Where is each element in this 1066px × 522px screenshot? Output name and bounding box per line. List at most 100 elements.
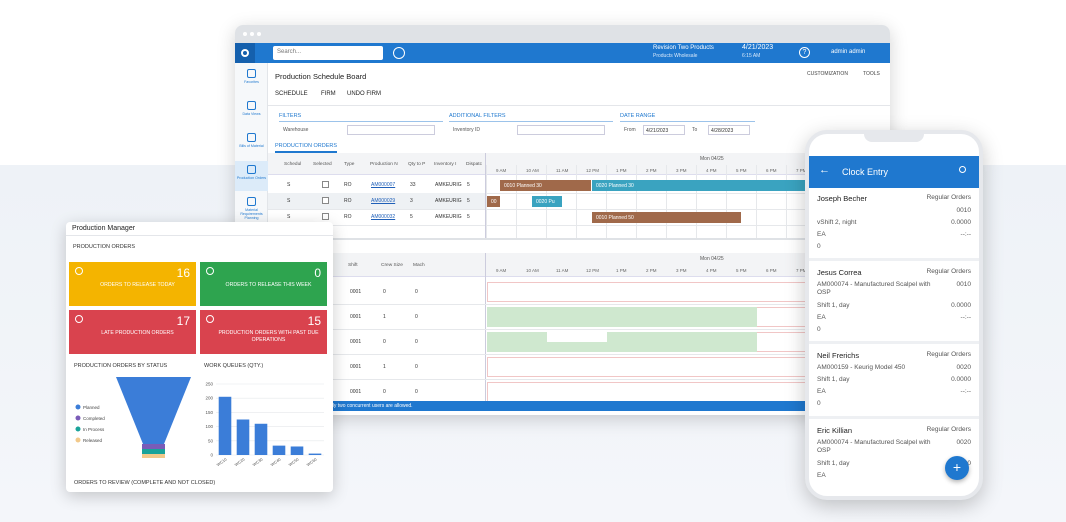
hour-label: 3 PM — [676, 168, 687, 173]
legend-swatch — [75, 437, 81, 443]
toolbar-button[interactable]: UNDO FIRM — [347, 91, 381, 97]
clock-entry[interactable]: Neil Frerichs Regular Orders AM000159 - Ke… — [809, 351, 979, 421]
kpi-tile[interactable]: 15 PRODUCTION ORDERS WITH PAST DUE OPERAT… — [200, 310, 327, 354]
filter-underline — [620, 121, 755, 122]
legend-swatch — [75, 426, 81, 432]
column-header: Shift — [348, 263, 358, 268]
tab-underline — [275, 151, 337, 153]
status-bar: nly two concurrent users are allowed. — [268, 401, 890, 411]
gantt-day: Mon 04/25 — [700, 256, 724, 262]
tile-value: 16 — [176, 266, 190, 280]
sidebar-label[interactable]: Material Requirements Planning — [240, 208, 263, 220]
order-link[interactable]: AM000029 — [371, 198, 396, 204]
kpi-tile[interactable]: 16 ORDERS TO RELEASE TODAY — [69, 262, 196, 306]
phone-title: Clock Entry — [842, 167, 889, 177]
order-description: AM000074 - Manufactured Scalpel with OSP — [817, 281, 931, 296]
x-tick-label: WC10 — [216, 456, 229, 467]
window-dot — [243, 32, 247, 36]
tile-icon — [75, 267, 83, 275]
gantt-bar[interactable]: 00 — [487, 196, 500, 207]
filter-input[interactable] — [347, 125, 435, 135]
sidebar-label[interactable]: Favorites — [244, 80, 259, 84]
date[interactable]: 4/21/2023 — [742, 44, 774, 51]
company[interactable]: Revision Two Products — [653, 45, 714, 51]
sidebar-selected — [235, 161, 268, 191]
filter-label: Inventory ID — [453, 127, 480, 133]
footer-title: ORDERS TO REVIEW (COMPLETE AND NOT CLOSE… — [74, 480, 216, 486]
shift: Shift 1, day — [817, 302, 850, 309]
top-link[interactable]: CUSTOMIZATION — [807, 71, 848, 77]
user-name[interactable]: admin admin — [831, 49, 866, 55]
hour-label: 5 PM — [736, 268, 747, 273]
add-button[interactable]: + — [945, 456, 969, 480]
grid-cell: 0001 — [350, 314, 362, 320]
tile-label: LATE PRODUCTION ORDERS — [101, 330, 174, 336]
order-link[interactable]: AM000007 — [371, 182, 396, 188]
checkbox[interactable] — [322, 181, 329, 188]
sidebar-icon[interactable] — [247, 133, 256, 142]
kpi-tile[interactable]: 17 LATE PRODUCTION ORDERS — [69, 310, 196, 354]
grid-cell: 0 — [415, 314, 418, 320]
grid-cell: 0001 — [350, 364, 362, 370]
unit: EA — [817, 314, 826, 321]
hour-line — [726, 165, 727, 238]
sidebar-label[interactable]: Data Views — [242, 112, 261, 116]
date-input[interactable]: 4/28/2023 — [708, 125, 750, 135]
grid-cell: 5 — [467, 182, 470, 188]
help-button[interactable]: ? — [799, 47, 810, 58]
date-input[interactable]: 4/21/2023 — [643, 125, 685, 135]
hour-label: 6 PM — [766, 168, 777, 173]
sidebar-icon[interactable] — [247, 101, 256, 110]
hour-line — [636, 165, 637, 238]
top-link[interactable]: TOOLS — [863, 71, 880, 77]
hour-label: 7 PM — [796, 168, 807, 173]
gantt-bar[interactable]: 0020 Planned 30 — [592, 180, 890, 191]
grid-cell: 5 — [467, 214, 470, 220]
hour-label: 3 PM — [676, 268, 687, 273]
entry-divider — [809, 258, 979, 261]
order-link[interactable]: AM000032 — [371, 214, 396, 220]
filter-input[interactable] — [517, 125, 605, 135]
clock-entry[interactable]: Jesus Correa Regular Orders AM000074 - Man… — [809, 268, 979, 338]
grid-cell: AMKEURIG — [435, 198, 462, 204]
employee-name: Eric Killian — [817, 426, 853, 435]
grid-cell: AMKEURIG — [435, 182, 462, 188]
legend-swatch — [75, 415, 81, 421]
row-divider — [268, 225, 890, 226]
grid-cell: RO — [344, 214, 352, 220]
toolbar-button[interactable]: SCHEDULE — [275, 91, 308, 97]
kpi-tile[interactable]: 0 ORDERS TO RELEASE THIS WEEK — [200, 262, 327, 306]
back-button[interactable]: ← — [819, 164, 830, 176]
filter-underline — [449, 121, 613, 122]
legend-label: Planned — [83, 405, 100, 410]
checkbox[interactable] — [322, 213, 329, 220]
grid-cell: S — [287, 198, 291, 204]
row-divider — [268, 193, 890, 194]
tab[interactable]: PRODUCTION ORDERS — [275, 143, 338, 149]
clock-button[interactable] — [393, 47, 405, 59]
gantt-bar[interactable]: 0010 Planned 30 — [500, 180, 591, 191]
hour-label: 9 AM — [496, 268, 507, 273]
hour-label: 1 PM — [616, 268, 627, 273]
hour-label: 6 PM — [766, 268, 777, 273]
sidebar-label[interactable]: Production Orders — [236, 176, 267, 180]
tile-icon — [206, 267, 214, 275]
dashboard-card: Production Manager PRODUCTION ORDERS 16 ORD… — [66, 222, 333, 492]
sidebar-icon[interactable] — [247, 69, 256, 78]
sidebar-icon[interactable] — [247, 197, 256, 206]
sidebar-label[interactable]: Bills of Material — [239, 144, 264, 148]
clock-entry[interactable]: Joseph Becher Regular Orders 0010 vShift 2,… — [809, 194, 979, 264]
column-header: Crew Size — [381, 263, 403, 268]
gantt-bar[interactable]: 0020 Pu — [532, 196, 562, 207]
search-box[interactable]: Search... — [273, 46, 383, 60]
capacity-fill — [487, 307, 757, 327]
toolbar-button[interactable]: FIRM — [321, 91, 336, 97]
hour-label: 11 AM — [556, 168, 569, 173]
entry-divider — [809, 416, 979, 419]
sidebar-icon[interactable] — [247, 165, 256, 174]
tile-icon — [75, 315, 83, 323]
gantt-bar[interactable]: 0010 Planned 50 — [592, 212, 741, 223]
search-icon[interactable] — [959, 166, 966, 173]
checkbox[interactable] — [322, 197, 329, 204]
window-dot — [250, 32, 254, 36]
